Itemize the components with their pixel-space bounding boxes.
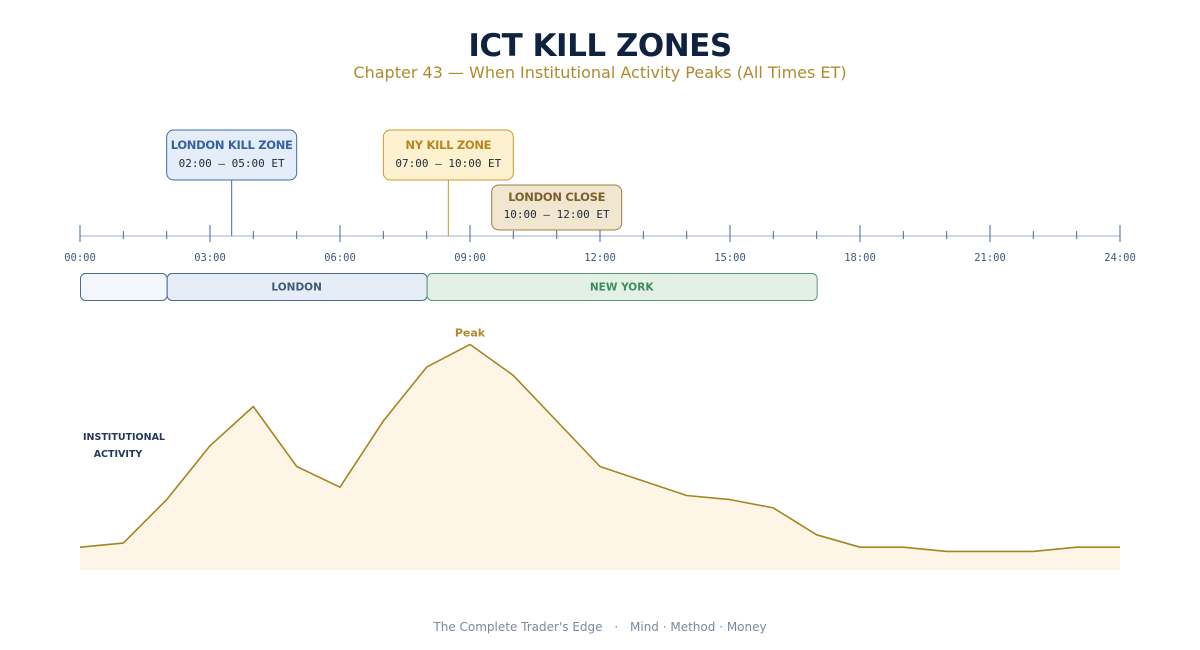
kill-zone-box xyxy=(166,129,298,181)
hour-label: 18:00 xyxy=(844,252,876,264)
page-subtitle: Chapter 43 — When Institutional Activity… xyxy=(353,63,847,82)
page-title: ICT KILL ZONES xyxy=(468,28,732,64)
hour-label: 09:00 xyxy=(454,252,486,264)
hour-label: 06:00 xyxy=(324,252,356,264)
kill-zone-box xyxy=(382,129,514,181)
footer-tagline: Mind · Method · Money xyxy=(630,620,767,634)
session-label: NEW YORK xyxy=(590,282,654,294)
hour-label: 15:00 xyxy=(714,252,746,264)
kill-zone-title: NY KILL ZONE xyxy=(405,138,491,152)
london-kill-zone: LONDON KILL ZONE 02:00 – 05:00 ET xyxy=(166,129,298,236)
session-bar-asia xyxy=(80,273,168,301)
session-bar-rect xyxy=(426,273,818,301)
activity-chart: INSTITUTIONAL ACTIVITY Peak xyxy=(79,326,1121,570)
hour-label: 21:00 xyxy=(974,252,1006,264)
session-bar-london: LONDON xyxy=(166,273,428,301)
peak-label: Peak xyxy=(455,326,486,339)
kill-zone-title: LONDON CLOSE xyxy=(508,190,605,204)
kill-zone-range: 10:00 – 12:00 ET xyxy=(504,208,610,221)
kill-zone-range: 02:00 – 05:00 ET xyxy=(179,157,285,170)
london-close: LONDON CLOSE 10:00 – 12:00 ET xyxy=(491,184,623,236)
kill-zones: LONDON KILL ZONE 02:00 – 05:00 ET NY KILL … xyxy=(166,129,623,236)
y-axis-label: INSTITUTIONAL ACTIVITY xyxy=(83,432,165,460)
footer-brand: The Complete Trader's Edge xyxy=(433,620,603,634)
y-axis-label-line: INSTITUTIONAL xyxy=(83,432,165,443)
kill-zone-title: LONDON KILL ZONE xyxy=(171,138,293,152)
session-bar-new-york: NEW YORK xyxy=(426,273,818,301)
ny-kill-zone: NY KILL ZONE 07:00 – 10:00 ET xyxy=(382,129,514,236)
activity-area xyxy=(80,344,1120,570)
timeline-axis: 00:00 03:00 06:00 09:00 12:00 15:00 18:00 21:00… xyxy=(64,225,1136,264)
kill-zone-range: 07:00 – 10:00 ET xyxy=(395,157,501,170)
session-label: LONDON xyxy=(271,282,321,294)
hour-label: 12:00 xyxy=(584,252,616,264)
hour-label: 00:00 xyxy=(64,252,96,264)
kill-zone-box xyxy=(491,184,623,231)
hour-label: 03:00 xyxy=(194,252,226,264)
footer: The Complete Trader's Edge · Mind · Meth… xyxy=(0,620,1200,634)
session-bar-rect xyxy=(80,273,168,301)
hour-label: 24:00 xyxy=(1104,252,1136,264)
session-bars: LONDON NEW YORK xyxy=(80,273,818,301)
y-axis-label-line: ACTIVITY xyxy=(94,449,143,460)
footer-separator: · xyxy=(614,620,619,634)
